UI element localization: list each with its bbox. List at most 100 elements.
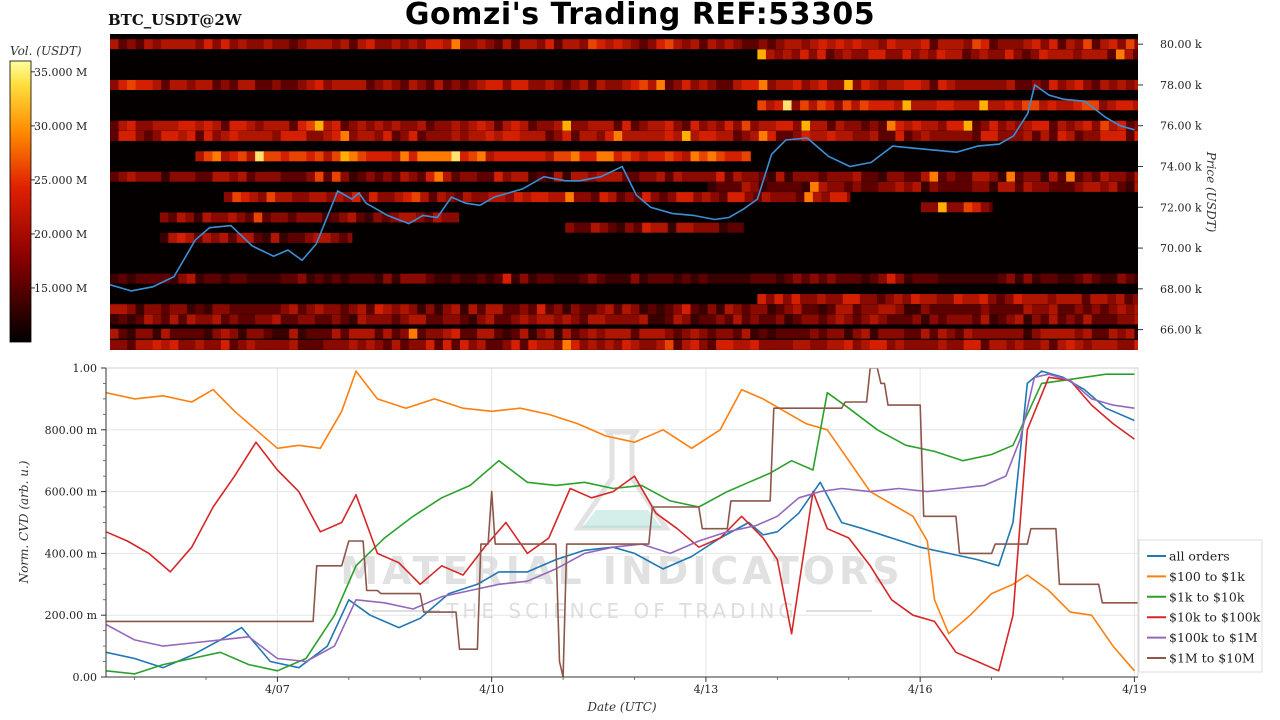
heatmap-cell	[331, 130, 341, 141]
heatmap-cell	[1125, 120, 1135, 131]
heatmap-cell	[1081, 294, 1091, 305]
heatmap-cell	[1100, 171, 1110, 182]
heatmap-cell	[903, 314, 913, 325]
heatmap-cell	[1040, 120, 1050, 131]
heatmap-cell	[639, 328, 649, 339]
heatmap-cell	[647, 130, 657, 141]
heatmap-cell	[588, 130, 598, 141]
heatmap-cell	[938, 130, 948, 141]
legend-entry: $100 to $1k	[1169, 569, 1245, 584]
heatmap-cell	[1006, 273, 1016, 284]
heatmap-cell	[135, 314, 145, 325]
heatmap-cell	[690, 39, 700, 50]
heatmap-cell	[127, 328, 137, 339]
heatmap-cell	[767, 314, 777, 325]
heatmap-cell	[220, 339, 231, 350]
heatmap-cell	[545, 130, 555, 141]
heatmap-cell	[903, 130, 913, 141]
heatmap-cell	[699, 273, 709, 284]
heatmap-cell	[1074, 130, 1084, 141]
heatmap-cell	[878, 273, 888, 284]
heatmap-cell	[462, 192, 472, 203]
heatmap-cell	[724, 130, 734, 141]
heatmap-cell	[383, 328, 393, 339]
heatmap-cell	[792, 171, 802, 182]
heatmap-cell	[306, 130, 316, 141]
heatmap-cell	[844, 273, 854, 284]
heatmap-cell	[784, 339, 794, 350]
heatmap-cell	[1006, 181, 1016, 192]
heatmap-cell	[955, 130, 965, 141]
heatmap-cell	[323, 39, 333, 50]
heatmap-cell	[955, 339, 965, 350]
heatmap-cell	[775, 314, 785, 325]
heatmap-cell	[485, 273, 495, 284]
heatmap-cell	[502, 328, 512, 339]
heatmap-cell	[391, 339, 401, 350]
heatmap-cell	[972, 171, 982, 182]
heatmap-cell	[391, 328, 401, 339]
heatmap-cell	[263, 328, 273, 339]
heatmap-cell	[152, 304, 162, 315]
heatmap-cell	[407, 212, 417, 223]
heatmap-cell	[997, 171, 1007, 182]
heatmap-cell	[314, 304, 324, 315]
heatmap-cell	[169, 130, 179, 141]
heatmap-cell	[135, 273, 145, 284]
heatmap-cell	[434, 328, 444, 339]
heatmap-cell	[851, 100, 861, 111]
heatmap-cell	[255, 328, 265, 339]
heatmap-cell	[317, 192, 327, 203]
heatmap-cell	[852, 171, 862, 182]
heatmap-cell	[297, 304, 307, 315]
heatmap-cell	[681, 273, 692, 284]
heatmap-cell	[263, 273, 273, 284]
x-tick-label: 4/16	[908, 683, 933, 696]
heatmap-cell	[451, 120, 461, 131]
heatmap-cell	[297, 120, 307, 131]
heatmap-cell	[1083, 39, 1093, 50]
heatmap-cell	[202, 212, 212, 223]
heatmap-cell	[664, 328, 674, 339]
heatmap-cell	[1134, 328, 1138, 339]
heatmap-cell	[178, 339, 188, 350]
heatmap-cell	[289, 314, 299, 325]
heatmap-cell	[417, 339, 427, 350]
heatmap-cell	[972, 328, 982, 339]
heatmap-cell	[970, 294, 980, 305]
heatmap-cell	[1040, 171, 1050, 182]
heatmap-cell	[1023, 314, 1033, 325]
heatmap-cell	[921, 120, 931, 131]
heatmap-cell	[340, 171, 350, 182]
heatmap-cell	[630, 273, 640, 284]
heatmap-cell	[1066, 181, 1076, 192]
heatmap-cell	[228, 212, 238, 223]
heatmap-cell	[767, 130, 777, 141]
heatmap-cell	[391, 171, 401, 182]
heatmap-cell	[724, 79, 734, 90]
heatmap-cell	[442, 304, 452, 315]
heatmap-cell	[1125, 39, 1135, 50]
heatmap-cell	[664, 130, 674, 141]
heatmap-cell	[622, 130, 632, 141]
heatmap-cell	[176, 232, 186, 243]
heatmap-cell	[938, 171, 948, 182]
heatmap-cell	[817, 49, 827, 60]
heatmap-cell	[921, 339, 931, 350]
heatmap-cell	[331, 120, 341, 131]
heatmap-cell	[297, 339, 307, 350]
heatmap-cell	[997, 328, 1007, 339]
heatmap-cell	[511, 130, 521, 141]
heatmap-cell	[842, 100, 852, 111]
heatmap-cell	[650, 192, 660, 203]
heatmap-cell	[886, 328, 896, 339]
heatmap-cell	[238, 304, 248, 315]
heatmap-cell	[818, 171, 828, 182]
heatmap-cell	[1006, 328, 1016, 339]
heatmap-cell	[178, 304, 188, 315]
heatmap-cell	[203, 304, 213, 315]
heatmap-cell	[212, 314, 222, 325]
heatmap-cell	[485, 339, 495, 350]
heatmap-cell	[519, 304, 529, 315]
